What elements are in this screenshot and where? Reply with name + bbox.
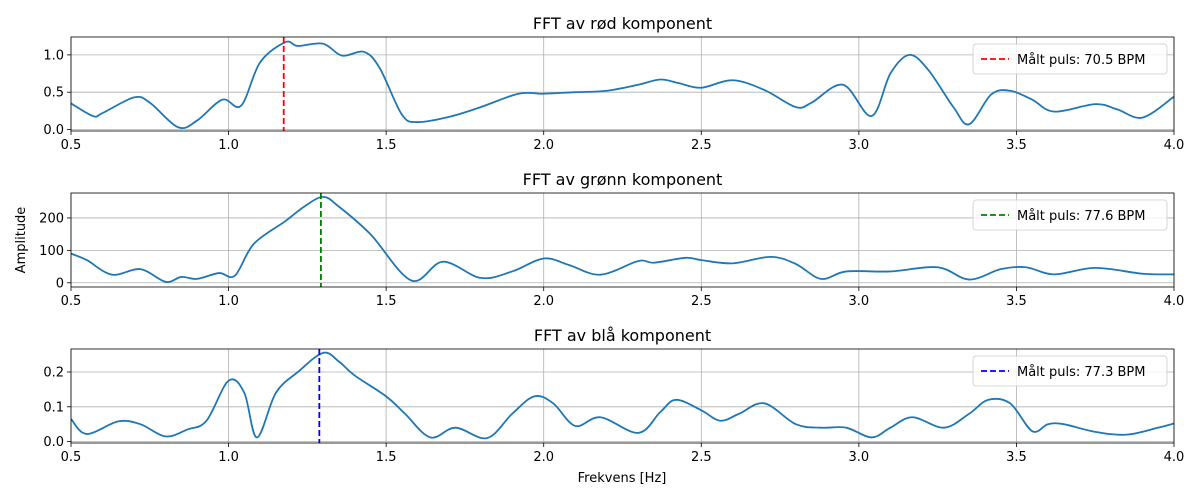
x-tick-label: 0.5 — [61, 450, 82, 465]
legend-box — [972, 199, 1168, 231]
x-tick-label: 1.5 — [376, 138, 397, 153]
x-tick-label: 3.0 — [849, 450, 870, 465]
x-tick-label: 1.5 — [376, 450, 397, 465]
axes-frame-green — [70, 192, 1175, 288]
y-tick-label: 1.0 — [43, 48, 64, 63]
legend-box — [972, 355, 1168, 387]
x-tick-label: 3.5 — [1006, 138, 1027, 153]
chart-title-blue: FFT av blå komponent — [534, 326, 711, 345]
x-tick-label: 1.0 — [218, 138, 239, 153]
x-tick-label: 4.0 — [1164, 450, 1185, 465]
chart-title-red: FFT av rød komponent — [533, 14, 712, 33]
subplot-red: FFT av rød komponent 0.5 1.0 1.5 2.0 2.5 3.0 3.… — [43, 14, 1184, 153]
x-tick-label: 4.0 — [1164, 294, 1185, 309]
fft-line-green — [71, 195, 1174, 283]
x-tick-label: 4.0 — [1164, 138, 1185, 153]
subplot-green: FFT av grønn komponent 0.5 1.0 1.5 2.0 2.5 3.0… — [39, 170, 1184, 309]
figure-xlabel: Frekvens [Hz] — [578, 471, 667, 486]
x-tick-label: 3.5 — [1006, 450, 1027, 465]
x-tick-label: 2.0 — [533, 450, 554, 465]
legend-blue: Målt puls: 77.3 BPM — [972, 355, 1168, 387]
x-tick-label: 1.5 — [376, 294, 397, 309]
x-tick-label: 3.0 — [849, 294, 870, 309]
legend-label: Målt puls: 70.5 BPM — [1017, 53, 1145, 68]
fft-line-blue — [71, 351, 1174, 440]
y-tick-label: 0.1 — [43, 400, 64, 415]
x-tick-label: 2.5 — [691, 450, 712, 465]
axes-frame-blue — [70, 348, 1175, 444]
legend-red: Målt puls: 70.5 BPM — [972, 43, 1168, 75]
x-tick-label: 3.5 — [1006, 294, 1027, 309]
x-tick-label: 1.0 — [218, 294, 239, 309]
x-tick-label: 2.5 — [691, 138, 712, 153]
chart-title-green: FFT av grønn komponent — [523, 170, 723, 189]
x-tick-label: 0.5 — [61, 294, 82, 309]
subplot-panels: FFT av rød komponent 0.5 1.0 1.5 2.0 2.5 3.0 3.… — [39, 14, 1184, 465]
y-tick-label: 0 — [56, 276, 64, 291]
legend-box — [972, 43, 1168, 75]
y-tick-label: 0.0 — [43, 123, 64, 138]
legend-label: Målt puls: 77.3 BPM — [1017, 365, 1145, 380]
fft-line-red — [71, 40, 1174, 130]
y-tick-label: 0.0 — [43, 435, 64, 450]
x-tick-label: 1.0 — [218, 450, 239, 465]
y-tick-label: 100 — [39, 244, 64, 259]
x-tick-label: 2.5 — [691, 294, 712, 309]
subplot-blue: FFT av blå komponent 0.5 1.0 1.5 2.0 2.5 3.0 3.… — [43, 326, 1184, 465]
x-tick-label: 2.0 — [533, 294, 554, 309]
figure-ylabel: Amplitude — [14, 207, 29, 274]
x-tick-label: 3.0 — [849, 138, 870, 153]
axes-frame-red — [70, 36, 1175, 132]
x-tick-label: 0.5 — [61, 138, 82, 153]
legend-label: Målt puls: 77.6 BPM — [1017, 209, 1145, 224]
y-tick-label: 0.2 — [43, 365, 64, 380]
legend-green: Målt puls: 77.6 BPM — [972, 199, 1168, 231]
x-tick-label: 2.0 — [533, 138, 554, 153]
y-tick-label: 200 — [39, 211, 64, 226]
y-tick-label: 0.5 — [43, 86, 64, 101]
